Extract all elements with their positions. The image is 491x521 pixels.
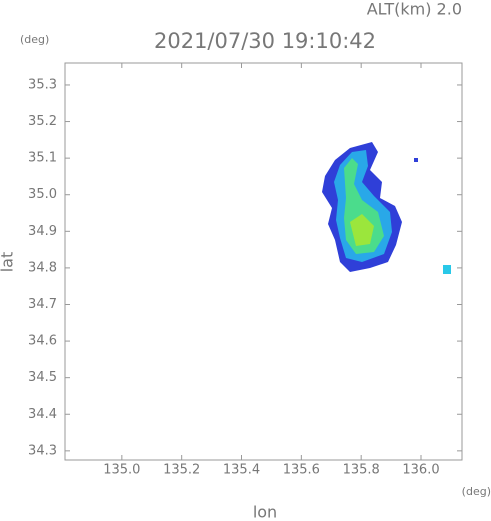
y-tick-label: 34.7 — [28, 297, 57, 312]
altitude-label: ALT(km) 2.0 — [367, 0, 462, 19]
chart-title: 2021/07/30 19:10:42 — [154, 29, 376, 53]
echo-small — [443, 265, 451, 274]
x-tick-label: 135.0 — [103, 463, 140, 478]
x-tick-label: 135.4 — [223, 463, 260, 478]
y-tick-label: 34.3 — [28, 443, 57, 458]
x-tick-label: 135.8 — [343, 463, 380, 478]
echo-core — [350, 214, 374, 246]
x-axis-label: lon — [253, 503, 277, 521]
y-tick-label: 35.2 — [28, 114, 57, 129]
y-axis-label: lat — [0, 252, 17, 273]
x-unit: (deg) — [462, 485, 491, 498]
echo-dot — [414, 158, 418, 162]
y-tick-label: 34.8 — [28, 260, 57, 275]
y-tick-label: 34.6 — [28, 334, 57, 349]
radar-echo — [322, 142, 451, 274]
y-tick-label: 35.1 — [28, 151, 57, 166]
y-tick-label: 34.4 — [28, 407, 57, 422]
plot-frame — [64, 62, 463, 461]
y-tick-label: 35.3 — [28, 77, 57, 92]
y-unit: (deg) — [20, 33, 49, 46]
x-tick-label: 135.6 — [283, 463, 320, 478]
y-tick-label: 34.9 — [28, 224, 57, 239]
x-tick-label: 136.0 — [402, 463, 439, 478]
y-tick-label: 34.5 — [28, 370, 57, 385]
y-tick-label: 35.0 — [28, 187, 57, 202]
x-tick-label: 135.2 — [163, 463, 200, 478]
